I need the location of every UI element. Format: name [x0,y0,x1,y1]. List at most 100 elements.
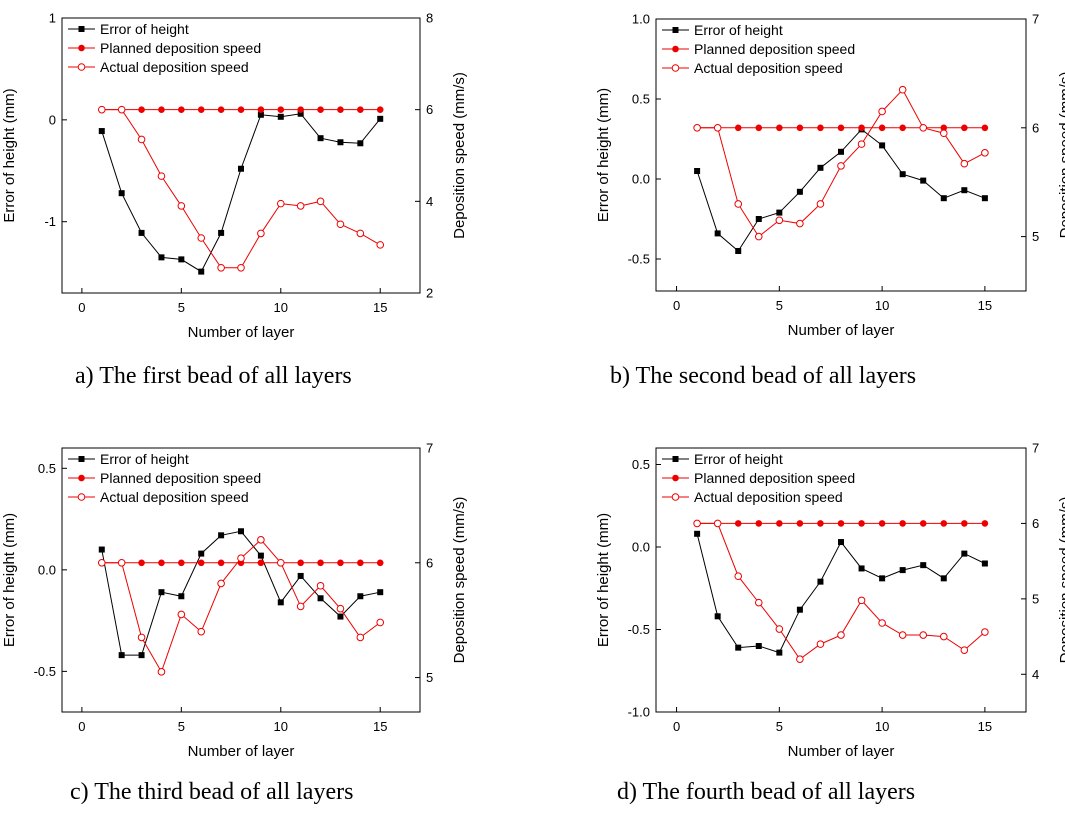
legend-label: Error of height [100,451,189,467]
data-point-planned-speed [858,520,865,527]
data-point-actual-speed [356,633,365,642]
y-axis-label: Error of height (mm) [1,513,18,647]
data-point-planned-speed [776,124,783,132]
data-point-error-height [377,589,384,596]
data-point-error-height [98,128,105,135]
data-point-planned-speed [940,124,948,132]
data-point-actual-speed [217,579,225,588]
data-point-actual-speed [276,558,285,567]
data-point-planned-speed [796,124,804,132]
data-point-planned-speed [217,559,225,567]
data-point-actual-speed [237,263,245,272]
data-point-actual-speed [197,234,206,242]
legend-label: Error of height [100,21,189,37]
data-point-actual-speed [919,124,928,132]
legend-label: Actual deposition speed [694,60,843,76]
data-point-actual-speed [713,124,722,132]
data-point-actual-speed [693,124,701,132]
data-point-actual-speed [257,229,265,238]
plot-frame [61,17,421,294]
series-line-error-height [696,128,986,252]
data-point-planned-speed [734,124,742,132]
legend-marker [78,456,85,462]
data-point-actual-speed [878,107,886,116]
data-point-error-height [694,530,701,537]
data-point-error-height [158,589,165,596]
y2-axis-label: Deposition speed (mm/s) [451,72,468,239]
data-point-actual-speed [336,220,345,229]
x-tick-label: 0 [78,300,85,315]
data-point-actual-speed [837,162,845,170]
data-point-actual-speed [981,149,989,157]
chart-panel-b: 0 5 10 15 -0.5 0.0 0.5 1.0 5 6 7 Number of layer Err… [532,0,1065,408]
data-point-actual-speed [97,558,106,567]
plot-frame [61,447,421,713]
data-point-error-height [879,142,886,149]
data-point-error-height [879,575,886,582]
data-point-actual-speed [296,602,305,611]
data-point-error-height [218,532,225,539]
legend-label: Planned deposition speed [100,40,261,56]
y2-axis-label: Deposition speed (mm/s) [451,497,468,664]
data-point-planned-speed [257,559,265,567]
data-point-error-height [317,595,324,602]
data-point-planned-speed [357,559,364,567]
data-point-actual-speed [857,140,866,148]
x-tick-label: 15 [978,298,992,313]
data-point-error-height [218,229,225,236]
y2-tick-label: 7 [1032,12,1039,27]
data-point-actual-speed [878,619,886,627]
data-point-planned-speed [878,124,886,132]
data-point-error-height [981,560,988,567]
x-axis-label: Number of layer [788,743,895,760]
data-point-actual-speed [939,129,948,138]
y-tick-label: 0.0 [632,172,650,187]
data-point-error-height [838,148,844,155]
data-point-actual-speed [898,85,907,94]
data-point-error-height [961,550,968,557]
y-tick-label: -0.5 [628,622,650,637]
data-point-error-height [138,652,145,659]
data-point-planned-speed [940,520,948,527]
data-point-actual-speed [376,241,385,249]
data-point-planned-speed [217,106,225,113]
plot-frame [655,18,1027,292]
data-point-planned-speed [837,124,845,132]
data-point-error-height [735,248,742,254]
legend-label: Actual deposition speed [100,489,249,505]
y-tick-label: -0.5 [628,252,650,267]
data-point-actual-speed [796,655,804,663]
data-point-error-height [178,593,185,600]
data-point-error-height [714,613,721,620]
legend-label: Actual deposition speed [694,489,843,505]
data-point-error-height [981,195,988,202]
data-point-actual-speed [775,625,784,633]
data-point-actual-speed [117,558,126,567]
data-point-actual-speed [356,229,365,238]
data-point-error-height [277,113,284,120]
data-point-planned-speed [755,124,763,132]
data-point-planned-speed [961,520,968,527]
data-point-error-height [940,575,947,582]
data-point-error-height [694,168,701,174]
data-point-error-height [838,539,844,546]
y-tick-label: 0.5 [632,92,650,107]
data-point-error-height [735,644,742,651]
data-point-actual-speed [316,197,325,206]
data-point-planned-speed [919,520,927,527]
data-point-error-height [940,195,947,202]
data-point-planned-speed [899,520,906,527]
legend-label: Planned deposition speed [100,470,261,486]
data-point-actual-speed [734,200,743,208]
data-point-actual-speed [197,627,206,636]
data-point-planned-speed [858,124,865,132]
data-point-actual-speed [137,633,146,642]
legend-marker [77,493,86,501]
data-point-error-height [776,649,783,656]
data-point-error-height [118,190,125,197]
data-point-error-height [138,229,145,236]
caption-d: d) The fourth bead of all layers [617,779,916,805]
x-tick-label: 15 [978,719,992,734]
legend-marker [672,474,679,482]
